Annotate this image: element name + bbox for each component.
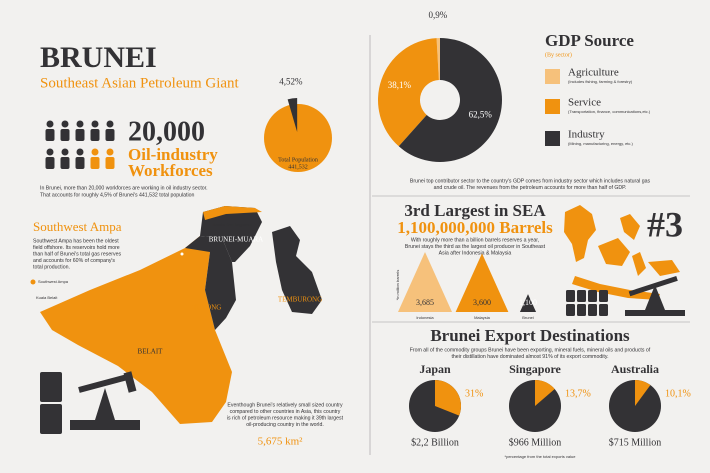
pie-slice xyxy=(435,379,462,416)
paragraph: Brunei stays the third as the largest oi… xyxy=(405,244,546,250)
paragraph: That accounts for roughly 4,5% of Brunei… xyxy=(40,192,195,198)
pie-title: Australia xyxy=(611,362,659,376)
workforce-label: Workforces xyxy=(128,161,213,180)
footnote: *percentage from the total exports value xyxy=(505,454,577,459)
paragraph: than half of Brunei's total gas reserves xyxy=(33,251,121,257)
pie-subtitle: $715 Million xyxy=(609,437,662,448)
pie-title: Japan xyxy=(419,362,451,376)
legend-description: (Mining, manufacturing, energy, etc.) xyxy=(568,141,634,146)
paragraph: In Brunei, more than 20,000 workforces a… xyxy=(40,185,208,191)
paragraph: Asia after Indonesia & Malaysia xyxy=(439,250,512,256)
paragraph: oil-producing country in the world. xyxy=(246,422,324,428)
value-label: 3,600 xyxy=(473,298,491,307)
pie-slice xyxy=(398,38,503,163)
section-title: Southwest Ampa xyxy=(33,219,122,234)
legend-swatch xyxy=(545,131,560,146)
value-label: 62,5% xyxy=(469,109,493,119)
value-label: 10,1% xyxy=(665,388,691,399)
paragraph: and crude oil. The revenues from the pet… xyxy=(434,185,627,191)
legend-description: (Includes fishing, farming & forestry) xyxy=(568,79,633,84)
chart-title: 3rd Largest in SEA xyxy=(404,201,546,220)
map-area: 5,675 km² xyxy=(258,436,304,448)
value-label: 0,9% xyxy=(428,10,447,20)
paragraph: With roughly more than a billion barrels… xyxy=(411,237,539,243)
title: BRUNEI xyxy=(40,41,157,74)
paragraph: Brunei top contributor sector to the cou… xyxy=(410,178,651,184)
legend-label: Service xyxy=(568,97,601,109)
pie-base xyxy=(264,104,332,172)
pie-title: Total Population xyxy=(278,157,318,163)
subtitle: Southeast Asian Petroleum Giant xyxy=(40,75,240,91)
legend-swatch xyxy=(545,69,560,84)
legend-label: Agriculture xyxy=(568,67,619,79)
paragraph: From all of the commodity groups Brunei … xyxy=(410,347,651,353)
category-label: Indonesia xyxy=(416,315,434,320)
map-label: TUTONG xyxy=(193,304,222,312)
paragraph: Southwest Ampa has been the oldest xyxy=(33,238,119,244)
map-label: Kuala Belait xyxy=(36,295,58,300)
category-label: Malaysia xyxy=(474,315,491,320)
rank: #3 xyxy=(647,204,683,244)
category-label: Brunei xyxy=(522,315,534,320)
brunei-map xyxy=(30,206,322,424)
paragraph: field offshore. Its reservoirs hold more xyxy=(33,245,120,251)
triangle-bar xyxy=(398,252,452,312)
chart-subtitle: (By sector) xyxy=(545,51,572,58)
pie-slice xyxy=(287,98,298,133)
paragraph: total production. xyxy=(33,264,70,270)
legend-label: Industry xyxy=(568,129,605,141)
map-label: BRUNEI-MUARA xyxy=(209,236,263,244)
value-label: 13,7% xyxy=(565,388,591,399)
paragraph: is rich of petroleum resource making it … xyxy=(227,415,344,421)
paragraph: their distillation have dominated almost… xyxy=(451,354,608,360)
section-title: Brunei Export Destinations xyxy=(430,326,630,345)
workforce-number: 20,000 xyxy=(128,116,205,147)
pie-slice xyxy=(635,380,651,406)
pie-slice xyxy=(436,38,440,81)
paragraph: Eventhough Brunei's relatively small siz… xyxy=(227,402,343,408)
chart-title: GDP Source xyxy=(545,31,634,50)
pie-subtitle: 441,532 xyxy=(288,164,308,170)
legend-description: (Transportation, finance, communications… xyxy=(568,109,651,114)
paragraph: and accounts for 60% of company's xyxy=(33,258,115,264)
pie-subtitle: $2,2 Billion xyxy=(411,437,459,448)
workforce-label: Oil-industry xyxy=(128,145,218,164)
people-icons xyxy=(45,120,115,169)
triangle-bar xyxy=(455,253,509,312)
map-label: Bandar Seri Begawan xyxy=(213,222,252,227)
legend-swatch xyxy=(545,99,560,114)
oil-pump-icon xyxy=(40,371,140,434)
axis-label: *in million barrels xyxy=(395,270,400,300)
triangle-bar xyxy=(519,294,537,312)
value-label: 1,100 xyxy=(519,298,537,307)
map-label: TEMBURONG xyxy=(278,296,322,304)
pie-slice xyxy=(378,38,439,147)
barrel-pump-icons xyxy=(566,275,685,316)
pie-subtitle: $966 Million xyxy=(509,437,562,448)
value-label: 38,1% xyxy=(388,80,412,90)
value-label: 31% xyxy=(465,388,483,399)
pie-title: Singapore xyxy=(509,362,561,376)
chart-subtitle: 1,100,000,000 Barrels xyxy=(397,218,553,237)
sea-map xyxy=(564,205,680,300)
paragraph: compared to other countries in Asia, thi… xyxy=(230,409,341,415)
pie-slice xyxy=(535,380,555,406)
map-label: BELAIT xyxy=(138,348,164,356)
value-label: 3,685 xyxy=(416,298,434,307)
value-label: 4,52% xyxy=(279,77,303,87)
map-label: Southwest Ampa xyxy=(38,279,69,284)
